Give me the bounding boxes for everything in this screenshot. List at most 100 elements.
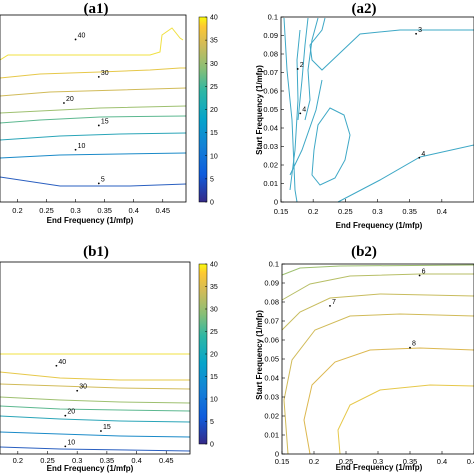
a1-x-tick-label: 0.35 [97, 206, 112, 215]
a1-contour-label: 30 [101, 70, 109, 77]
a2-y-tick-label: 0.06 [263, 87, 278, 96]
a2-contour-label: 4 [421, 151, 425, 158]
b2-contour-7b [283, 313, 474, 455]
a2-x-tick-labels: 0.15 0.2 0.25 0.3 0.35 0.4 [274, 199, 447, 216]
b1-contour-label-dot [100, 430, 102, 432]
a2-y-tick-label: 0.04 [263, 124, 278, 133]
b1-colorbar-tick-label: 0 [210, 442, 214, 449]
panel-a1: (a1) 40 30 20 15 10 5 0.2 0.25 0.3 0.35 0.4 0.45 E… [0, 1, 218, 225]
a2-y-tick-label: 0 [274, 198, 278, 207]
b2-y-tick-label: 0 [275, 450, 279, 459]
b1-colorbar-tick-label: 15 [210, 374, 218, 381]
a2-contour-steep-1 [283, 17, 298, 203]
a2-contour-steep-4 [304, 17, 319, 121]
b1-contour-label: 15 [103, 424, 111, 431]
b1-x-tick-label: 0.35 [100, 456, 115, 465]
a2-contour-mid [289, 79, 323, 176]
a1-x-tick-label: 0.2 [12, 206, 22, 215]
b2-x-tick-label: 0.2 [309, 457, 319, 466]
a1-contour-label-dot [74, 38, 77, 41]
b2-contour-label: 7 [332, 299, 336, 306]
b2-contour-label: 6 [422, 269, 426, 276]
a2-x-tick-label: 0.15 [274, 207, 289, 216]
a1-colorbar-tick-label: 30 [210, 61, 218, 68]
panel-a2: (a2) 3 2 4 4 0.15 0.2 0.25 0.3 0.35 0.4 0 0.01 0.0… [255, 1, 474, 230]
a2-y-tick-label: 0.08 [263, 50, 278, 59]
a2-x-axis-label: End Frequency (1/mfp) [336, 221, 423, 230]
a1-contour-label: 40 [78, 32, 86, 39]
b2-y-tick-label: 0.03 [264, 393, 279, 402]
a2-contour-label-dot [296, 68, 299, 70]
b1-contour-25 [0, 396, 191, 404]
b2-contours [281, 264, 474, 455]
panel-b1: (b1) 40 30 20 15 10 0.2 0.25 0.3 0.35 0.4 0.45 En… [0, 244, 218, 473]
a1-contour-35 [0, 67, 186, 79]
b2-y-tick-label: 0.05 [264, 355, 279, 364]
a1-contour-15 [0, 132, 187, 141]
a1-contour-label: 15 [101, 118, 109, 125]
b2-y-tick-label: 0.02 [264, 412, 279, 421]
b1-contour-labels: 40 30 20 15 10 [55, 359, 111, 448]
b1-contour-5 [0, 446, 191, 452]
b2-y-tick-label: 0.06 [264, 336, 279, 345]
a2-contour-label: 2 [300, 62, 304, 69]
b1-contour-label: 40 [58, 359, 66, 366]
b2-x-tick-label: 0.35 [403, 457, 418, 466]
b1-x-tick-label: 0.3 [72, 456, 82, 465]
a1-contour-label: 10 [78, 143, 86, 150]
b1-plot-area [0, 261, 191, 455]
a1-x-tick-label: 0.45 [155, 206, 170, 215]
a1-colorbar-tick-label: 0 [210, 200, 214, 207]
a1-contours [0, 27, 187, 187]
b1-contour-label: 10 [67, 439, 75, 446]
a1-colorbar-ticks: 0 5 10 15 20 25 30 35 40 [205, 15, 218, 207]
panel-a2-title: (a2) [352, 1, 377, 17]
b2-y-tick-label: 0.08 [264, 298, 279, 307]
a1-contour-10 [0, 152, 187, 159]
b1-contour-20 [0, 405, 191, 412]
b2-x-tick-label: 0.45 [467, 457, 474, 466]
b2-y-tick-label: 0.07 [264, 317, 279, 326]
b2-x-tick-label: 0.15 [275, 457, 290, 466]
a1-contour-label: 20 [66, 96, 74, 103]
a2-y-tick-label: 0.1 [268, 13, 278, 22]
b2-y-tick-label: 0.1 [269, 260, 279, 269]
a2-x-tick-label: 0.35 [402, 207, 417, 216]
a2-contour-loop [311, 107, 351, 186]
b1-colorbar-tick-label: 40 [210, 262, 218, 269]
a2-contour-steep-3 [297, 17, 309, 121]
a1-contour-labels: 40 30 20 15 10 5 [63, 32, 109, 185]
a2-y-tick-label: 0.01 [263, 179, 278, 188]
b2-x-tick-labels: 0.15 0.2 0.25 0.3 0.35 0.4 0.45 [275, 451, 474, 466]
b1-x-tick-label: 0.2 [13, 456, 23, 465]
a2-contour-label: 4 [302, 106, 306, 113]
a2-y-tick-label: 0.05 [263, 105, 278, 114]
b2-x-tick-label: 0.3 [373, 457, 383, 466]
a2-contour-steep-2 [289, 29, 301, 191]
a1-contour-label-dot [97, 182, 100, 185]
b1-colorbar-tick-label: 20 [210, 352, 218, 359]
a1-contour-label-dot [63, 102, 65, 104]
a1-contour-5 [0, 176, 187, 187]
b1-contour-label: 30 [79, 384, 87, 391]
b2-contour-5 [281, 264, 474, 276]
b1-colorbar-tick-label: 25 [210, 329, 218, 336]
panel-b2: (b2) 6 7 8 0.15 0.2 0.25 0.3 0.35 0.4 0.45 0 0.01… [255, 244, 474, 472]
a2-contour-label-dot [415, 32, 417, 35]
a1-plot-area [0, 14, 187, 203]
b1-contour-10 [0, 431, 191, 438]
b2-x-axis-label: End Frequency (1/mfp) [336, 463, 423, 472]
b2-contour-6 [281, 273, 474, 301]
b1-contour-35 [0, 371, 190, 381]
a2-y-axis-label: Start Frequency (1/mfp) [255, 65, 264, 155]
a2-contour-label-dot [299, 112, 302, 115]
a1-colorbar-tick-label: 40 [210, 15, 218, 22]
a1-contour-25 [0, 105, 187, 114]
b1-contour-label-dot [76, 389, 79, 392]
a1-colorbar-tick-label: 25 [210, 84, 218, 91]
b1-contour-label-dot [64, 414, 67, 417]
a1-x-tick-label: 0.4 [128, 206, 138, 215]
b2-contour-7 [281, 293, 474, 331]
a1-colorbar-tick-label: 5 [210, 176, 214, 183]
